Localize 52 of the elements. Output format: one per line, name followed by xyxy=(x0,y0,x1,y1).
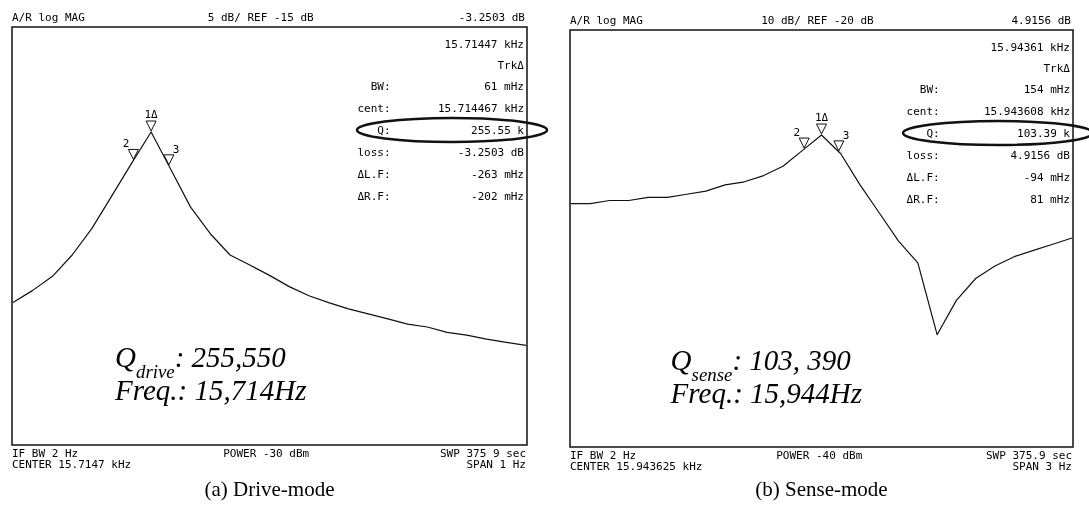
annotation: -263 mHz xyxy=(471,168,524,181)
text: 15.94361 kHz xyxy=(990,41,1070,54)
annotation: -202 mHz xyxy=(471,190,524,203)
annotation: -94 mHz xyxy=(1023,171,1070,184)
text: 154 mHz xyxy=(1023,83,1070,96)
text: cent: xyxy=(906,105,940,118)
annotation: 103.39 k xyxy=(1017,127,1071,140)
text: BW: xyxy=(370,80,391,93)
text: 1Δ xyxy=(814,111,829,124)
text: TrkΔ xyxy=(497,59,525,72)
text: 15.714467 kHz xyxy=(437,102,524,115)
annotation: ΔL.F: xyxy=(906,171,940,184)
text: CENTER 15.7147 kHz xyxy=(12,458,132,471)
text: A/R log MAG xyxy=(12,11,85,24)
annotation: -3.2503 dB xyxy=(457,146,525,159)
annotation: Q: xyxy=(377,124,391,137)
annotation: Q: xyxy=(926,127,940,140)
text: cent: xyxy=(357,102,391,115)
annotation: 81 mHz xyxy=(1030,193,1070,206)
text: 15.943608 kHz xyxy=(983,105,1070,118)
annotation: loss: xyxy=(906,149,940,162)
text: A/R log MAG xyxy=(570,14,643,27)
text: -3.2503 dB xyxy=(458,11,526,24)
annotation: 2 xyxy=(122,137,130,151)
text: CENTER 15.943625 kHz xyxy=(570,460,703,473)
annotation: 3 xyxy=(842,128,850,142)
annotation: ΔL.F: xyxy=(357,168,391,181)
text: POWER -30 dBm xyxy=(223,447,310,460)
text: (b) Sense-mode xyxy=(755,477,888,501)
text: (a) Drive-mode xyxy=(204,477,335,501)
text: POWER -40 dBm xyxy=(776,449,863,462)
text: IF BW 2 Hz xyxy=(570,449,637,462)
text: SPAN 3 Hz xyxy=(1012,460,1072,473)
text: SWP 375 9 sec xyxy=(439,447,526,460)
annotation: 3 xyxy=(172,142,180,156)
text: TrkΔ xyxy=(1043,62,1071,75)
text: 10 dB/ REF -20 dB xyxy=(761,14,875,27)
annotation: ΔR.F: xyxy=(357,190,391,203)
text: SWP 375.9 sec xyxy=(985,449,1072,462)
text: IF BW 2 Hz xyxy=(12,447,79,460)
annotation: 4.9156 dB xyxy=(1010,149,1071,162)
annotation: loss: xyxy=(357,146,391,159)
text: 1Δ xyxy=(144,108,159,121)
annotation: 2 xyxy=(793,126,801,140)
text: 61 mHz xyxy=(484,80,524,93)
text: BW: xyxy=(919,83,940,96)
text: 4.9156 dB xyxy=(1011,14,1072,27)
text: 15.71447 kHz xyxy=(444,38,524,51)
annotation: 255.55 k xyxy=(471,124,525,137)
text: SPAN 1 Hz xyxy=(466,458,526,471)
annotation: ΔR.F: xyxy=(906,193,940,206)
text: 5 dB/ REF -15 dB xyxy=(207,11,315,24)
